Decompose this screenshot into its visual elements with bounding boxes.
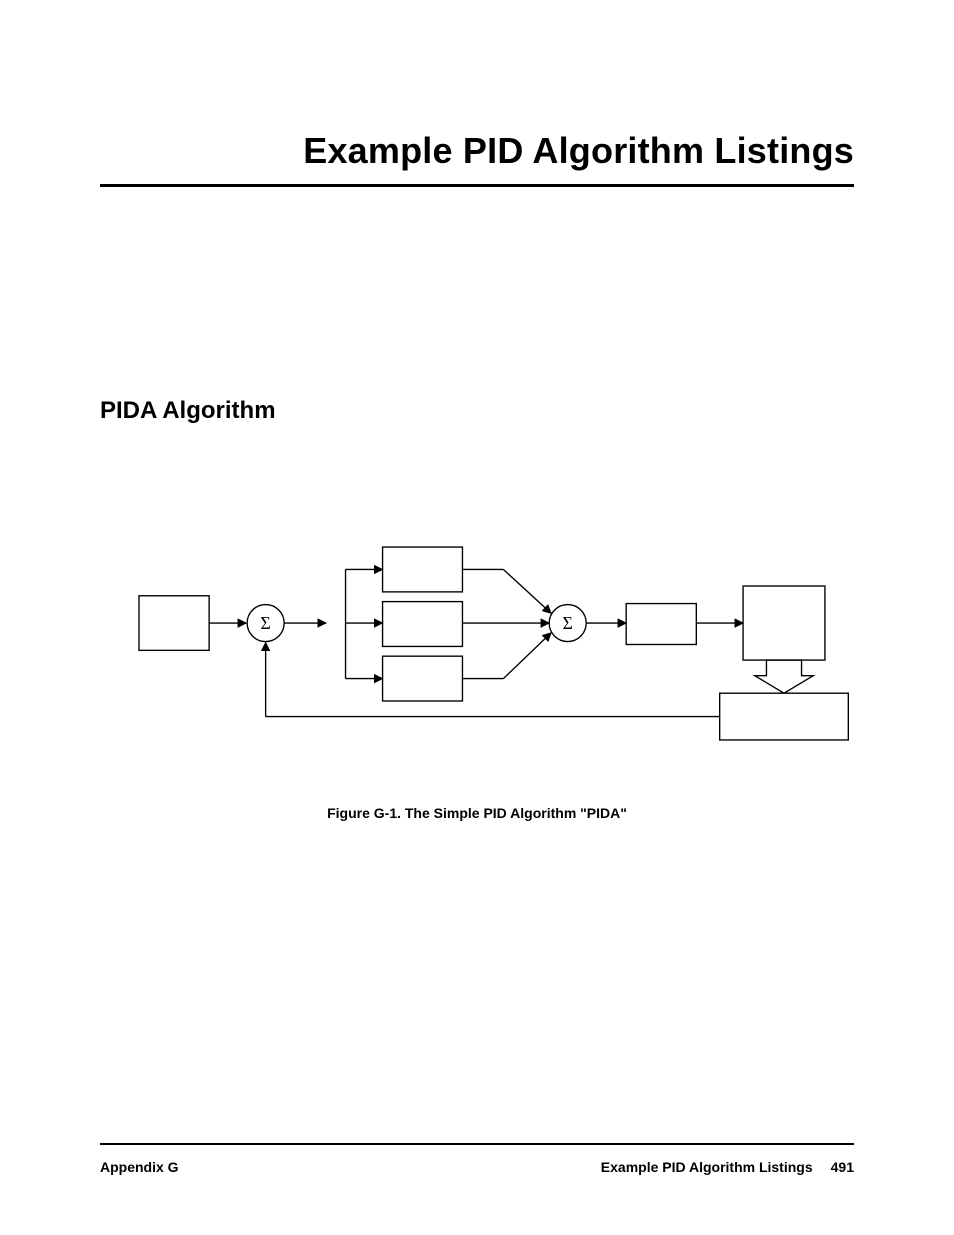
footer-row: Appendix G Example PID Algorithm Listing…	[100, 1159, 854, 1175]
page-number: 491	[831, 1159, 854, 1175]
figure-caption: Figure G-1. The Simple PID Algorithm "PI…	[100, 805, 854, 821]
footer-divider	[100, 1143, 854, 1145]
footer-left: Appendix G	[100, 1159, 179, 1175]
diagram-svg: ΣΣ	[100, 485, 860, 765]
section-heading: PIDA Algorithm	[100, 397, 854, 425]
pida-diagram: ΣΣ	[100, 485, 854, 785]
page: Example PID Algorithm Listings PIDA Algo…	[0, 0, 954, 1235]
page-footer: Appendix G Example PID Algorithm Listing…	[100, 1143, 854, 1175]
page-title: Example PID Algorithm Listings	[100, 130, 854, 172]
svg-text:Σ: Σ	[261, 613, 271, 633]
title-divider	[100, 184, 854, 187]
svg-text:Σ: Σ	[563, 613, 573, 633]
footer-right: Example PID Algorithm Listings 491	[601, 1159, 854, 1175]
footer-right-text: Example PID Algorithm Listings	[601, 1159, 813, 1175]
